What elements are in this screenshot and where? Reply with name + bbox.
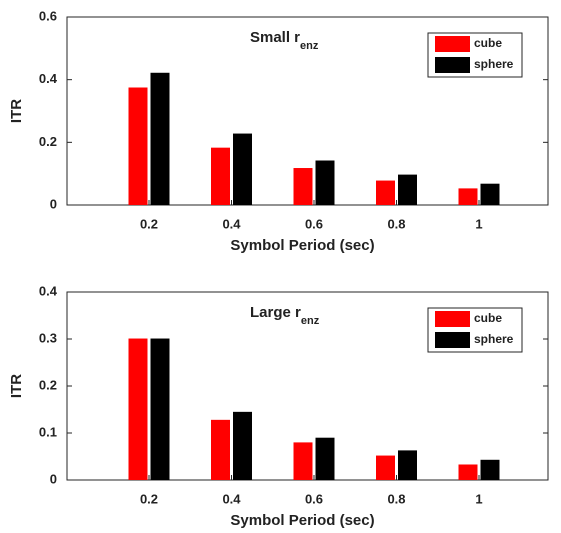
bar (398, 450, 417, 480)
title-main: Large r (250, 304, 301, 321)
bar (233, 133, 252, 205)
x-axis-label: Symbol Period (sec) (230, 512, 374, 529)
x-tick-label: 0.2 (140, 491, 158, 506)
bar (211, 419, 230, 480)
x-tick-label: 0.4 (222, 491, 241, 506)
bar (211, 147, 230, 205)
x-tick-label: 0.6 (305, 491, 323, 506)
y-tick-label: 0.2 (39, 377, 57, 392)
bar (458, 188, 478, 205)
x-tick-label: 1 (475, 216, 482, 231)
x-tick-label: 0.4 (222, 216, 241, 231)
legend-box (427, 32, 523, 78)
title-subscript: enz (300, 40, 319, 52)
bar (233, 411, 252, 480)
legend-label: sphere (474, 57, 514, 71)
bar (128, 338, 148, 480)
x-tick-label: 0.8 (387, 491, 405, 506)
bar (150, 72, 170, 205)
x-tick-label: 0.8 (387, 216, 405, 231)
bar (458, 464, 478, 480)
x-tick-label: 0.6 (305, 216, 323, 231)
y-tick-label: 0.4 (39, 283, 58, 298)
bar (150, 338, 170, 480)
title-main: Small r (250, 29, 300, 46)
y-tick-label: 0.6 (39, 8, 57, 23)
x-tick-label: 1 (475, 491, 482, 506)
legend-label: sphere (474, 332, 514, 346)
y-tick-label: 0 (50, 471, 57, 486)
chart: 0 0.2 0.4 0.6 0.2 0.4 0.6 0.8 1 Symbol Period (se… (8, 8, 549, 254)
legend-box (427, 307, 523, 353)
bar (293, 442, 313, 480)
legend-swatch (435, 36, 470, 52)
y-tick-label: 0.4 (39, 71, 58, 86)
x-axis-label: Symbol Period (sec) (230, 237, 374, 254)
legend-swatch (435, 332, 470, 348)
chart-title: Small renz (250, 29, 319, 52)
bar (376, 180, 395, 205)
bar (398, 174, 417, 205)
y-axis-label: ITR (8, 99, 25, 123)
y-tick-label: 0.2 (39, 134, 57, 149)
y-tick-label: 0.1 (39, 424, 57, 439)
bar (315, 437, 335, 480)
bar (128, 87, 148, 205)
title-subscript: enz (301, 315, 320, 327)
x-tick-label: 0.2 (140, 216, 158, 231)
y-tick-label: 0.3 (39, 330, 57, 345)
chart: 0 0.1 0.2 0.3 0.4 0.2 0.4 0.6 0.8 1 Symbol Period … (8, 283, 549, 529)
legend-label: cube (474, 311, 502, 325)
bar (315, 160, 335, 205)
y-tick-label: 0 (50, 196, 57, 211)
chart-title: Large renz (250, 304, 320, 327)
legend-label: cube (474, 36, 502, 50)
bar (480, 183, 500, 205)
bar (376, 455, 395, 480)
legend-swatch (435, 311, 470, 327)
bar (480, 459, 500, 480)
bar (293, 168, 313, 205)
y-axis-label: ITR (8, 374, 25, 398)
legend-swatch (435, 57, 470, 73)
